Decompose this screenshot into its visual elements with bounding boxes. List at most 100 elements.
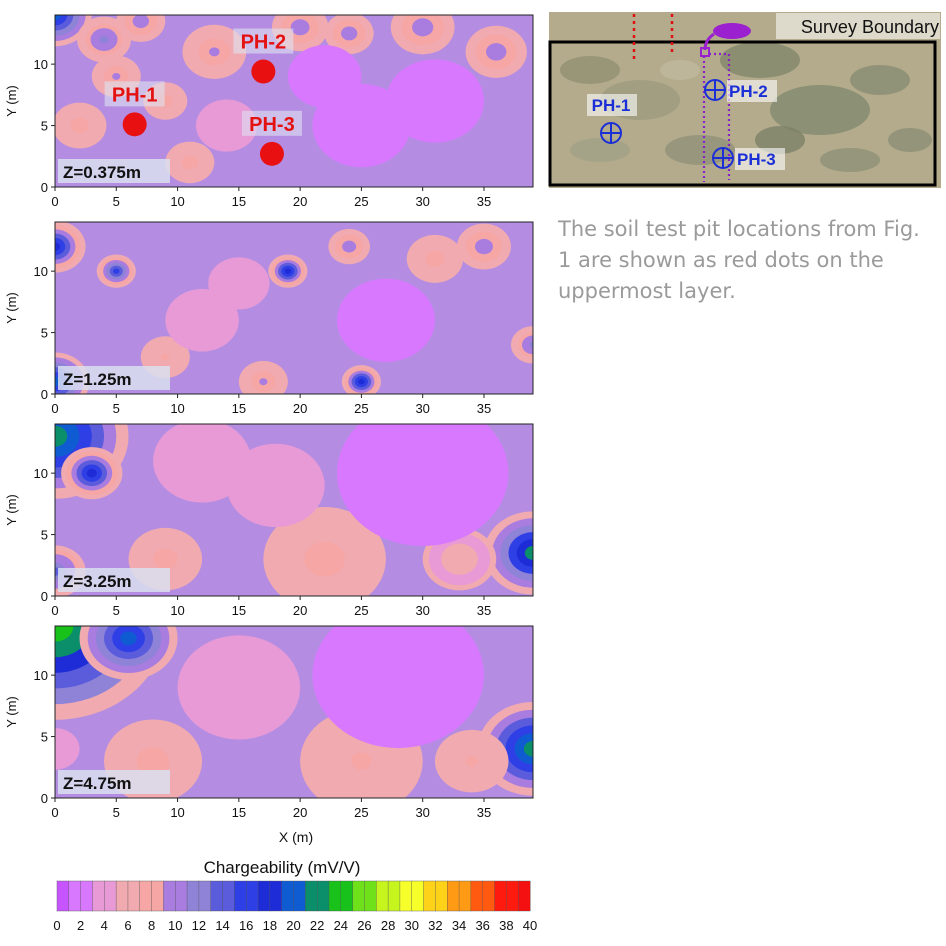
x-tick-label: 0 <box>51 194 58 209</box>
y-tick-label: 5 <box>41 730 48 745</box>
colorbar-cell <box>399 880 413 912</box>
photo-pit-label-bg <box>587 94 637 116</box>
vegetation-patch <box>888 128 932 152</box>
test-pit-marker <box>259 141 284 166</box>
contour-blob <box>465 755 478 767</box>
contour-blob <box>284 268 292 274</box>
y-tick-label: 0 <box>41 791 48 806</box>
colorbar-cell <box>482 880 496 912</box>
contour-blob <box>136 17 145 25</box>
contour-blob <box>479 242 489 251</box>
x-tick-label: 10 <box>170 401 184 416</box>
purple-blob <box>713 23 751 39</box>
pit-crosshair-icon <box>713 148 733 168</box>
colorbar-cell <box>281 880 294 912</box>
contour-blob <box>161 353 170 361</box>
colorbar-tick-label: 0 <box>53 918 60 933</box>
vegetation-patch <box>665 135 735 165</box>
y-tick-label: 5 <box>41 119 48 134</box>
colorbar-tick-label: 34 <box>452 918 466 933</box>
contour-blob <box>314 550 335 568</box>
y-tick-label: 0 <box>41 589 48 604</box>
colorbar-tick-label: 40 <box>523 918 537 933</box>
contour-blob <box>523 741 533 757</box>
vegetation-patch <box>720 42 800 78</box>
x-axis-label: X (m) <box>279 829 313 845</box>
contour-blob <box>209 47 220 57</box>
contour-blob <box>491 47 502 57</box>
heatmap-panel: 0 5 10 15 20 25 30 35 0 5 10 Y (m) Z=3.25m <box>4 423 534 618</box>
colorbar-cell <box>435 880 448 912</box>
x-tick-label: 25 <box>354 603 368 618</box>
y-tick-label: 10 <box>34 668 48 683</box>
y-tick-label: 0 <box>41 387 48 402</box>
colorbar-cell <box>56 880 70 912</box>
pit-crosshair-icon <box>705 80 725 100</box>
contour-blob <box>529 341 533 348</box>
x-tick-label: 30 <box>415 401 429 416</box>
photo-pit-label: PH-1 <box>592 96 631 115</box>
contour-blob <box>113 268 120 274</box>
contour-blob <box>318 71 331 82</box>
pit-label-bg <box>104 81 165 107</box>
x-tick-label: 35 <box>477 603 491 618</box>
contour-blob <box>358 378 365 385</box>
colorbar-cell <box>376 880 389 912</box>
x-tick-label: 35 <box>477 401 491 416</box>
x-tick-label: 15 <box>232 194 246 209</box>
heatmap-field <box>55 626 533 798</box>
plot-frame <box>54 423 534 597</box>
vegetation-patch <box>755 126 805 154</box>
colorbar-cell <box>387 880 401 912</box>
colorbar-cell <box>68 880 82 912</box>
colorbar-cell <box>127 880 141 912</box>
y-axis-label: Y (m) <box>4 292 19 324</box>
x-tick-label: 20 <box>293 401 307 416</box>
contour-blob <box>99 35 109 44</box>
colorbar-cell <box>340 880 354 912</box>
colorbar-tick-label: 32 <box>428 918 442 933</box>
contour-blob <box>345 243 353 250</box>
contour-blob <box>353 118 370 133</box>
x-tick-label: 5 <box>113 603 120 618</box>
contour-blob <box>144 754 162 769</box>
layer-label: Z=0.375m <box>63 163 141 182</box>
colorbar-cell <box>352 880 365 912</box>
y-tick-label: 10 <box>34 57 48 72</box>
y-axis-label: Y (m) <box>4 85 19 117</box>
x-tick-label: 35 <box>477 805 491 820</box>
vegetation-patch <box>820 148 880 172</box>
colorbar-cell <box>470 880 484 912</box>
colorbar-tick-label: 28 <box>381 918 395 933</box>
colorbar-tick-label: 4 <box>101 918 108 933</box>
plot-frame <box>54 14 534 188</box>
test-pit-marker <box>122 112 147 137</box>
contour-blob <box>351 752 372 770</box>
colorbar-tick-label: 38 <box>499 918 513 933</box>
colorbar-cell <box>316 880 330 912</box>
colorbar-cell <box>293 880 306 912</box>
colorbar-cell <box>234 880 247 912</box>
colorbar: Chargeability (mV/V) 0 2 4 6 8 10 12 14 16 18 20 22… <box>53 858 537 933</box>
contour-blob <box>55 242 61 251</box>
pit-label-bg <box>233 28 294 54</box>
contour-blob <box>295 23 305 32</box>
contour-blob <box>267 478 284 493</box>
colorbar-cell <box>163 880 176 912</box>
pit-crosshair-icon <box>601 123 621 143</box>
photo-pit-label-bg <box>727 80 777 102</box>
x-tick-label: 35 <box>477 194 491 209</box>
contour-blob <box>221 121 232 130</box>
heatmap-panel: 0 5 10 15 20 25 30 35 0 5 10 Y (m) Z=0.375m PH-1 PH-2 P… <box>4 14 534 209</box>
colorbar-cell <box>198 880 212 912</box>
x-tick-label: 25 <box>354 805 368 820</box>
survey-boundary-rect <box>548 40 937 187</box>
x-tick-label: 10 <box>170 194 184 209</box>
y-tick-label: 0 <box>41 180 48 195</box>
layer-label-bg <box>58 568 170 592</box>
x-tick-label: 30 <box>415 603 429 618</box>
contour-blob <box>453 553 466 565</box>
photo-pit-label-bg <box>735 148 785 170</box>
heatmap-field <box>55 15 533 187</box>
layer-label-bg <box>58 366 170 390</box>
